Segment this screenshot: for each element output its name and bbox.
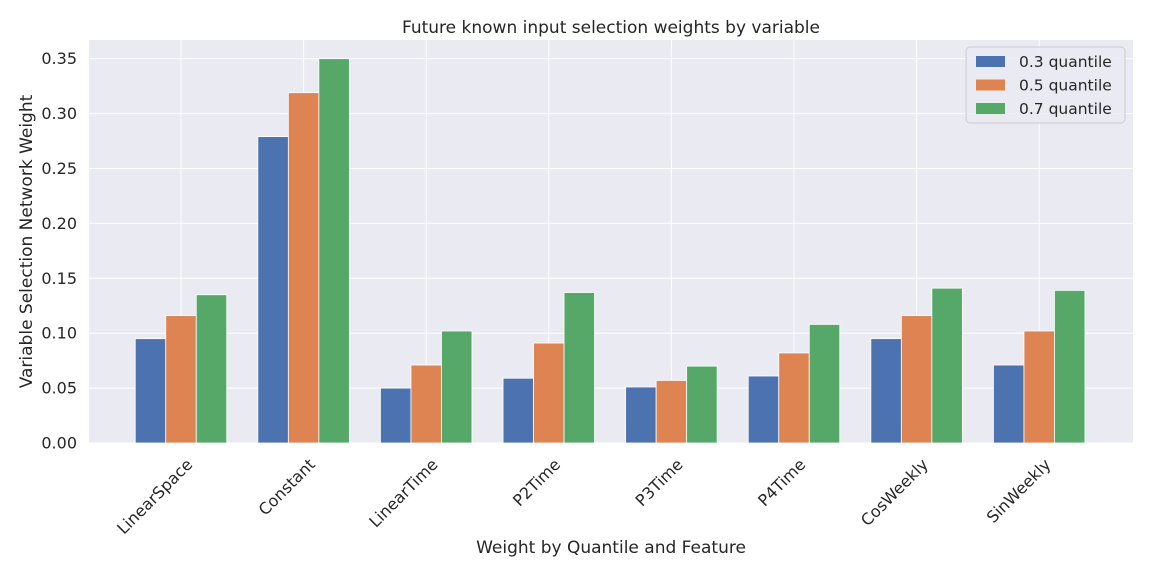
- bar-0-7-quantile-linearspace: [195, 294, 228, 444]
- x-tick-label: P3Time: [632, 455, 687, 510]
- bar-0-5-quantile-sinweekly: [1023, 330, 1055, 444]
- y-tick-label: 0.30: [41, 104, 77, 123]
- bar-0-5-quantile-p4time: [778, 352, 810, 444]
- chart-title: Future known input selection weights by …: [402, 18, 820, 38]
- legend: 0.3 quantile 0.5 quantile 0.7 quantile: [965, 46, 1126, 124]
- bar-0-5-quantile-constant: [287, 92, 320, 444]
- bar-0-7-quantile-p2time: [563, 292, 595, 444]
- x-tick-label: P4Time: [754, 455, 809, 510]
- x-axis-ticks: LinearSpace Constant LinearTime P2Time P3Tim…: [113, 455, 1054, 538]
- y-tick-label: 0.35: [41, 49, 77, 68]
- y-tick-label: 0.20: [41, 214, 77, 233]
- bar-0-7-quantile-p4time: [808, 324, 841, 444]
- bar-0-3-quantile-cosweekly: [870, 338, 902, 444]
- bar-0-5-quantile-cosweekly: [900, 315, 933, 444]
- x-tick-label: SinWeekly: [983, 455, 1055, 527]
- bar-0-7-quantile-cosweekly: [931, 287, 963, 444]
- x-tick-label: Constant: [255, 455, 319, 519]
- legend-box: [965, 46, 1126, 124]
- bar-0-3-quantile-constant: [257, 136, 289, 444]
- legend-swatch: [976, 103, 1005, 114]
- bar-0-5-quantile-lineartime: [410, 364, 442, 444]
- x-tick-label: CosWeekly: [857, 455, 932, 530]
- y-tick-label: 0.10: [41, 324, 77, 343]
- bar-0-3-quantile-p2time: [502, 377, 534, 444]
- y-axis-label: Variable Selection Network Weight: [17, 94, 37, 388]
- bar-0-7-quantile-p3time: [686, 365, 718, 444]
- bar-0-7-quantile-sinweekly: [1054, 289, 1086, 444]
- bar-0-5-quantile-p2time: [533, 342, 565, 444]
- bar-0-3-quantile-p4time: [747, 375, 780, 444]
- bar-0-5-quantile-p3time: [655, 380, 688, 444]
- legend-label: 0.5 quantile: [1019, 77, 1112, 95]
- legend-swatch: [976, 79, 1005, 91]
- y-tick-label: 0.15: [41, 269, 77, 288]
- bar-0-3-quantile-linearspace: [134, 338, 167, 444]
- legend-label: 0.3 quantile: [1019, 53, 1112, 71]
- y-axis-ticks: 0.00 0.05 0.10 0.15 0.20 0.25 0.30 0.35: [41, 49, 77, 452]
- legend-swatch: [976, 56, 1005, 67]
- y-tick-label: 0.25: [41, 159, 77, 178]
- y-tick-label: 0.05: [41, 379, 77, 398]
- x-tick-label: P2Time: [509, 455, 564, 510]
- bar-0-5-quantile-linearspace: [165, 315, 197, 444]
- bar-0-3-quantile-lineartime: [380, 387, 412, 444]
- bars: [134, 58, 1086, 444]
- bar-0-7-quantile-lineartime: [441, 330, 473, 444]
- y-tick-label: 0.00: [41, 434, 77, 453]
- x-tick-label: LinearTime: [365, 455, 441, 531]
- bar-0-7-quantile-constant: [318, 58, 350, 444]
- x-axis-label: Weight by Quantile and Feature: [476, 538, 746, 558]
- bar-0-3-quantile-sinweekly: [993, 364, 1025, 444]
- bar-0-3-quantile-p3time: [625, 386, 657, 444]
- legend-label: 0.7 quantile: [1019, 100, 1112, 118]
- x-tick-label: LinearSpace: [113, 455, 196, 538]
